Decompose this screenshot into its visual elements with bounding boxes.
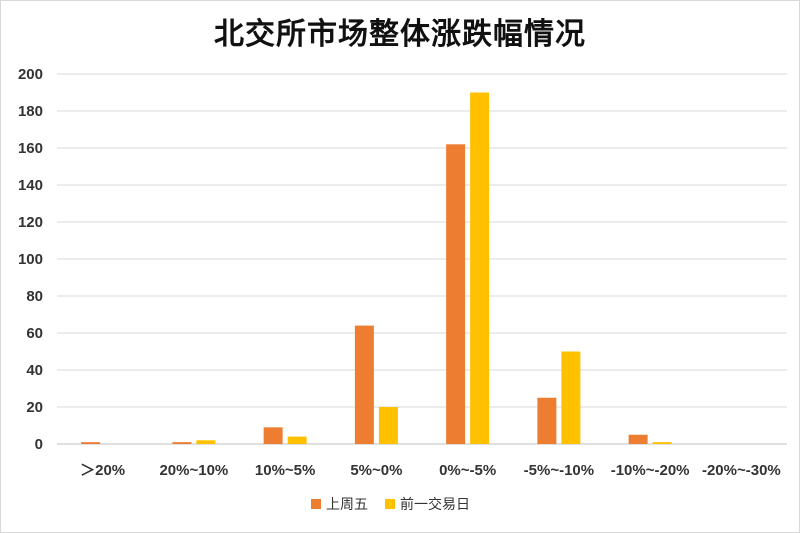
bar-series-1 <box>263 427 283 444</box>
x-tick-label: ＞20% <box>80 462 125 479</box>
y-axis-ticks: 0 20 40 60 80 100 120 140 160 180 200 <box>18 66 43 453</box>
legend-label: 前一交易日 <box>400 496 470 513</box>
legend-swatch <box>311 499 321 509</box>
x-tick-label: -20%~-30% <box>702 462 781 479</box>
bars <box>81 92 672 445</box>
y-tick-label: 120 <box>18 214 43 231</box>
gridlines <box>57 73 787 445</box>
bar-series-2 <box>378 407 398 444</box>
x-axis-ticks: ＞20% 20%~10% 10%~5% 5%~0% 0%~-5% -5%~-10% -10%… <box>80 462 781 479</box>
bar-series-2 <box>470 92 490 444</box>
y-tick-label: 100 <box>18 251 43 268</box>
x-tick-label: 5%~0% <box>350 462 402 479</box>
x-tick-label: -5%~-10% <box>524 462 594 479</box>
bar-series-1 <box>537 397 557 444</box>
bar-series-2 <box>652 442 672 444</box>
y-tick-label: 40 <box>26 362 43 379</box>
y-tick-label: 180 <box>18 103 43 120</box>
legend-swatch <box>385 499 395 509</box>
y-tick-label: 60 <box>26 325 43 342</box>
y-tick-label: 160 <box>18 140 43 157</box>
chart-title: 北交所市场整体涨跌幅情况 <box>214 17 586 52</box>
bar-series-1 <box>81 442 101 444</box>
bar-series-1 <box>628 434 648 444</box>
y-tick-label: 0 <box>35 436 43 453</box>
y-tick-label: 20 <box>26 399 43 416</box>
bar-series-2 <box>561 351 581 444</box>
x-tick-label: -10%~-20% <box>611 462 690 479</box>
bar-series-1 <box>172 442 192 444</box>
x-tick-label: 10%~5% <box>255 462 315 479</box>
x-tick-label: 20%~10% <box>159 462 228 479</box>
bar-series-2 <box>196 440 216 444</box>
bar-series-2 <box>287 436 307 444</box>
x-tick-label: 0%~-5% <box>439 462 496 479</box>
y-tick-label: 140 <box>18 177 43 194</box>
bar-series-1 <box>354 325 374 444</box>
legend-label: 上周五 <box>326 497 368 513</box>
legend: 上周五 前一交易日 <box>311 496 470 513</box>
y-tick-label: 80 <box>26 288 43 305</box>
bar-series-1 <box>446 144 466 445</box>
y-tick-label: 200 <box>18 66 43 83</box>
